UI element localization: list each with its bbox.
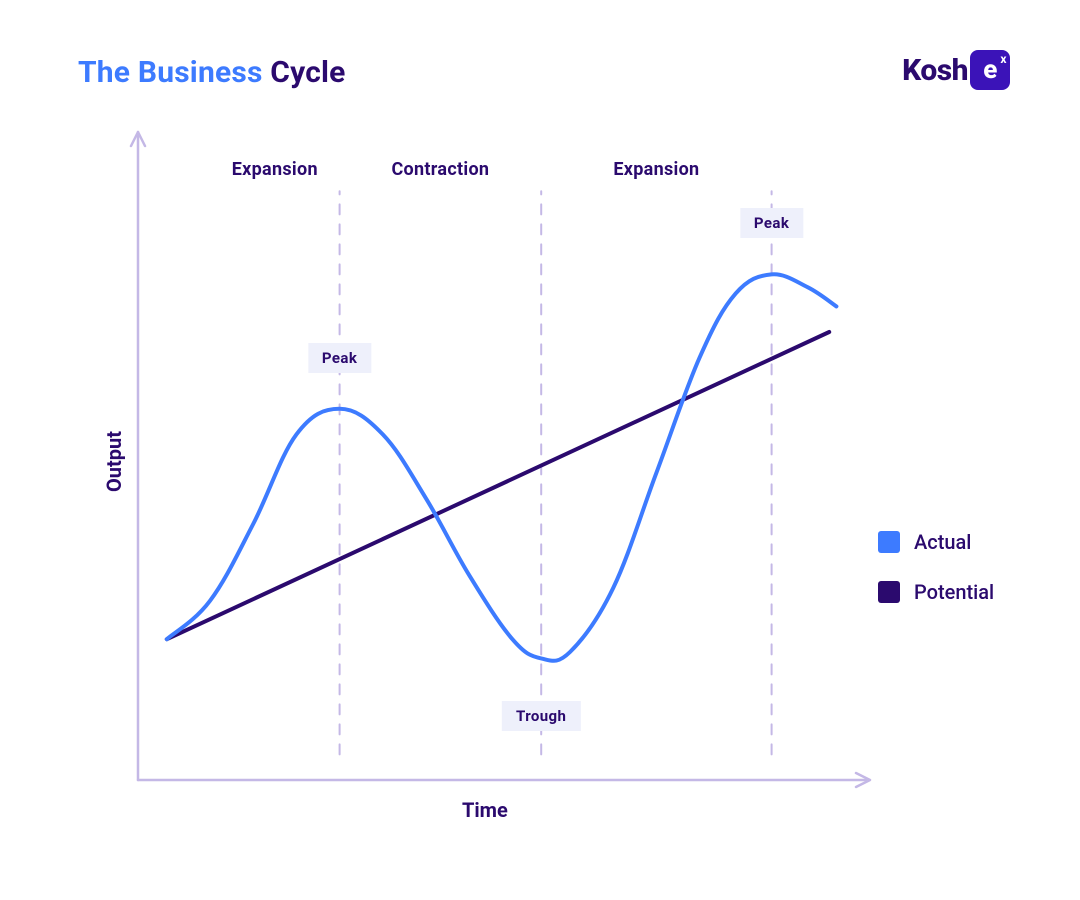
y-axis-label: Output [102, 431, 126, 492]
logo-badge-super: x [1000, 52, 1006, 66]
chart-canvas [78, 140, 878, 800]
title-part-1: The Business [78, 55, 263, 90]
callout-label: Peak [740, 208, 803, 238]
phase-label: Expansion [613, 159, 699, 180]
legend-item: Actual [878, 530, 994, 554]
x-axis-label: Time [462, 798, 508, 822]
legend-label: Actual [914, 530, 971, 554]
phase-label: Contraction [391, 159, 489, 180]
legend-swatch [878, 531, 900, 553]
legend-label: Potential [914, 580, 994, 604]
legend-item: Potential [878, 580, 994, 604]
legend: Actual Potential [878, 530, 994, 630]
legend-swatch [878, 581, 900, 603]
phase-label: Expansion [232, 159, 318, 180]
logo-text: Kosh [902, 53, 968, 88]
brand-logo: Kosh e x [902, 50, 1010, 90]
title-part-2: Cycle [270, 55, 345, 90]
business-cycle-chart: Output Time Expansion Contraction Expansio… [78, 140, 1008, 840]
callout-label: Trough [502, 701, 580, 731]
logo-badge: e x [970, 50, 1010, 90]
logo-badge-letter: e [983, 55, 997, 85]
callout-label: Peak [308, 343, 371, 373]
page-title: The Business Cycle [78, 55, 346, 90]
